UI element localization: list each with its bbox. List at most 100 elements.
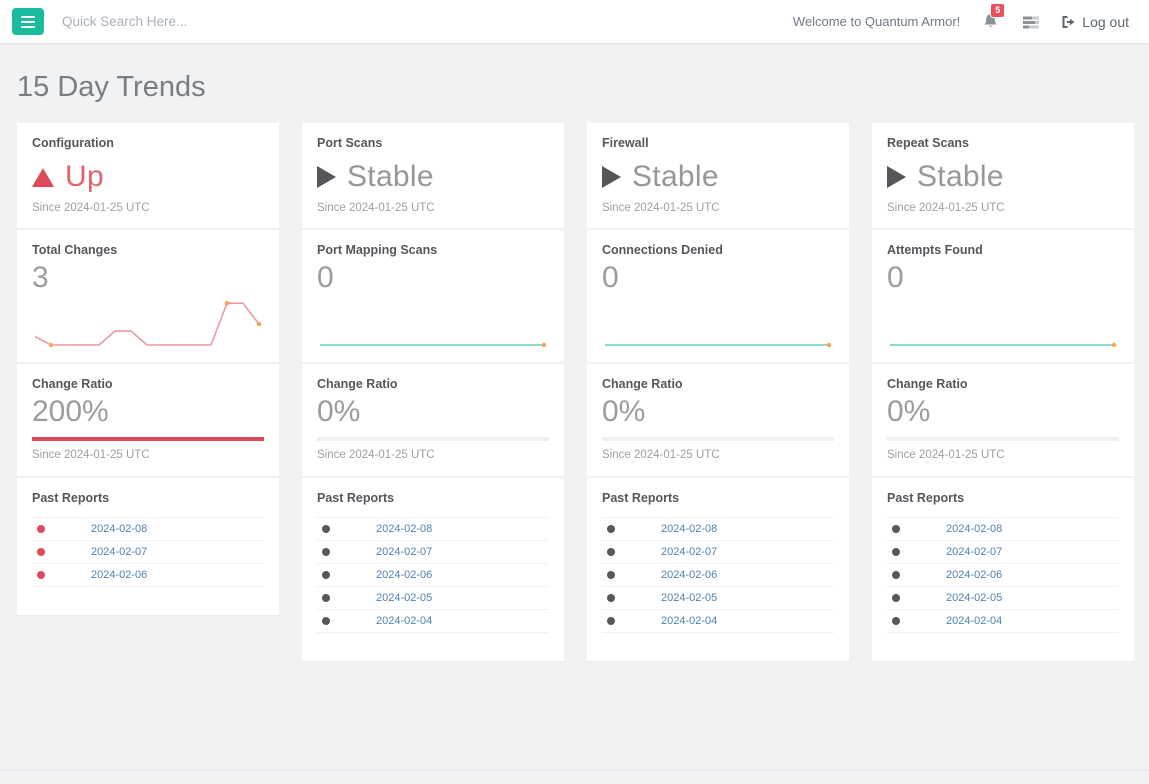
report-date-link[interactable]: 2024-02-04: [376, 615, 433, 627]
ratio-label: Change Ratio: [32, 377, 113, 391]
reports-label: Past Reports: [32, 491, 110, 505]
report-row: 2024-02-08: [602, 518, 834, 541]
since-text: Since 2024-01-25 UTC: [602, 202, 720, 214]
since-text: Since 2024-01-25 UTC: [602, 449, 720, 461]
report-row: 2024-02-04: [317, 610, 549, 633]
report-dot-icon: [322, 617, 330, 625]
report-row: 2024-02-08: [32, 518, 264, 541]
since-text: Since 2024-01-25 UTC: [887, 449, 1005, 461]
metric-section: Attempts Found 0: [872, 228, 1134, 362]
report-date-link[interactable]: 2024-02-08: [376, 523, 433, 535]
logout-button[interactable]: Log out: [1061, 14, 1129, 30]
sparkline-chart: [34, 301, 262, 348]
since-text: Since 2024-01-25 UTC: [887, 202, 1005, 214]
report-row: 2024-02-07: [32, 541, 264, 564]
menu-button[interactable]: [12, 8, 44, 35]
topbar: Welcome to Quantum Armor! 5 Log out: [0, 0, 1149, 44]
report-dot-icon: [37, 525, 45, 533]
since-text: Since 2024-01-25 UTC: [32, 449, 150, 461]
report-date-link[interactable]: 2024-02-06: [661, 569, 718, 581]
sparkline-chart: [890, 342, 1117, 348]
metric-value: 0: [602, 261, 619, 294]
trend-icon: [887, 166, 906, 188]
footer-divider: [0, 770, 1149, 771]
since-text: Since 2024-01-25 UTC: [317, 449, 435, 461]
report-row: 2024-02-04: [887, 610, 1119, 633]
report-dot-icon: [892, 617, 900, 625]
report-date-link[interactable]: 2024-02-04: [661, 615, 718, 627]
tasks-button[interactable]: [1021, 12, 1041, 32]
sign-out-icon: [1062, 15, 1075, 28]
report-date-link[interactable]: 2024-02-07: [91, 546, 148, 558]
search-input[interactable]: [60, 13, 390, 30]
trend-cards-row: Configuration Up Since 2024-01-25 UTC To…: [17, 123, 1134, 661]
ratio-label: Change Ratio: [317, 377, 398, 391]
ratio-value: 0%: [887, 395, 931, 428]
report-row: 2024-02-05: [602, 587, 834, 610]
dashboard-content: 15 Day Trends Configuration Up Since 202…: [0, 70, 1149, 661]
card-title: Firewall: [602, 136, 649, 150]
trend-icon: [602, 166, 621, 188]
report-dot-icon: [322, 594, 330, 602]
reports-section: Past Reports 2024-02-08 2024-02-07 2024-…: [872, 476, 1134, 661]
report-row: 2024-02-06: [602, 564, 834, 587]
card-title: Configuration: [32, 136, 114, 150]
status-text: Up: [65, 160, 104, 193]
report-date-link[interactable]: 2024-02-06: [946, 569, 1003, 581]
report-row: 2024-02-08: [317, 518, 549, 541]
report-row: 2024-02-04: [602, 610, 834, 633]
status-text: Stable: [917, 160, 1004, 193]
notification-badge: 5: [990, 3, 1006, 18]
tasks-icon: [1023, 16, 1040, 28]
report-row: 2024-02-06: [32, 564, 264, 587]
report-date-link[interactable]: 2024-02-08: [946, 523, 1003, 535]
ratio-value: 200%: [32, 395, 109, 428]
card-title: Repeat Scans: [887, 136, 969, 150]
card-title: Port Scans: [317, 136, 383, 150]
report-dot-icon: [607, 617, 615, 625]
report-date-link[interactable]: 2024-02-05: [661, 592, 718, 604]
ratio-section: Change Ratio 0% Since 2024-01-25 UTC: [872, 362, 1134, 476]
card-repeat-scans: Repeat Scans Stable Since 2024-01-25 UTC…: [872, 123, 1134, 661]
report-dot-icon: [37, 571, 45, 579]
report-dot-icon: [607, 525, 615, 533]
welcome-text: Welcome to Quantum Armor!: [792, 14, 961, 29]
ratio-progress-bar: [887, 437, 1119, 441]
report-date-link[interactable]: 2024-02-07: [376, 546, 433, 558]
report-date-link[interactable]: 2024-02-05: [946, 592, 1003, 604]
report-row: 2024-02-07: [887, 541, 1119, 564]
report-dot-icon: [607, 548, 615, 556]
ratio-section: Change Ratio 0% Since 2024-01-25 UTC: [587, 362, 849, 476]
report-row: 2024-02-06: [317, 564, 549, 587]
report-dot-icon: [607, 571, 615, 579]
report-date-link[interactable]: 2024-02-06: [376, 569, 433, 581]
report-date-link[interactable]: 2024-02-04: [946, 615, 1003, 627]
report-row: 2024-02-07: [602, 541, 834, 564]
metric-label: Total Changes: [32, 243, 118, 257]
metric-section: Port Mapping Scans 0: [302, 228, 564, 362]
metric-label: Port Mapping Scans: [317, 243, 438, 257]
report-date-link[interactable]: 2024-02-08: [91, 523, 148, 535]
reports-section: Past Reports 2024-02-08 2024-02-07 2024-…: [302, 476, 564, 661]
report-dot-icon: [322, 525, 330, 533]
report-dot-icon: [37, 548, 45, 556]
report-date-link[interactable]: 2024-02-06: [91, 569, 148, 581]
reports-section: Past Reports 2024-02-08 2024-02-07 2024-…: [17, 476, 279, 615]
card-configuration: Configuration Up Since 2024-01-25 UTC To…: [17, 123, 279, 615]
report-date-link[interactable]: 2024-02-05: [376, 592, 433, 604]
metric-value: 0: [887, 261, 904, 294]
notifications-button[interactable]: 5: [980, 3, 1006, 32]
report-dot-icon: [892, 571, 900, 579]
report-date-link[interactable]: 2024-02-08: [661, 523, 718, 535]
status-section: Repeat Scans Stable Since 2024-01-25 UTC: [872, 123, 1134, 228]
report-date-link[interactable]: 2024-02-07: [946, 546, 1003, 558]
status-text: Stable: [632, 160, 719, 193]
report-date-link[interactable]: 2024-02-07: [661, 546, 718, 558]
card-firewall: Firewall Stable Since 2024-01-25 UTC Con…: [587, 123, 849, 661]
report-dot-icon: [607, 594, 615, 602]
report-dot-icon: [322, 548, 330, 556]
since-text: Since 2024-01-25 UTC: [317, 202, 435, 214]
trend-icon: [317, 166, 336, 188]
reports-label: Past Reports: [602, 491, 680, 505]
ratio-progress-bar: [32, 437, 264, 441]
